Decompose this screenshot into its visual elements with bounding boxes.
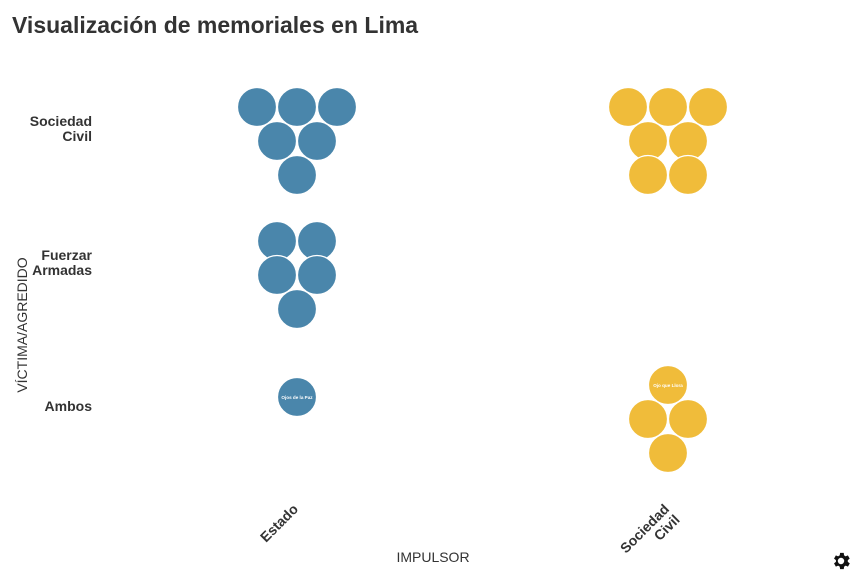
memorial-point-estado-fuerzar-armadas: [276, 288, 318, 330]
memorial-point-estado-sociedad-civil: [296, 120, 338, 162]
memorial-point-estado-fuerzar-armadas: [296, 220, 338, 262]
memorial-point-estado-sociedad-civil: [256, 120, 298, 162]
memorial-point-sociedad-civil-ambos: [647, 364, 689, 406]
memorial-point-estado-sociedad-civil: [316, 86, 358, 128]
gear-icon[interactable]: [830, 550, 852, 572]
y-tick-label-fuerzar-armadas: Fuerzar Armadas: [32, 247, 92, 278]
x-axis-title: IMPULSOR: [396, 549, 469, 565]
memorial-point-sociedad-civil-sociedad-civil: [627, 120, 669, 162]
memorial-point-sociedad-civil-sociedad-civil: [667, 154, 709, 196]
memorial-point-estado-sociedad-civil: [276, 86, 318, 128]
x-tick-label-estado: Estado: [257, 501, 301, 545]
memorial-point-sociedad-civil-sociedad-civil: [687, 86, 729, 128]
x-tick-label-sociedad-civil: SociedadCivil: [617, 501, 683, 567]
memorial-point-sociedad-civil-ambos: [627, 398, 669, 440]
memorial-point-estado-fuerzar-armadas: [296, 254, 338, 296]
memorial-point-sociedad-civil-sociedad-civil: [607, 86, 649, 128]
memorial-point-sociedad-civil-sociedad-civil: [627, 154, 669, 196]
y-tick-label-ambos: Ambos: [45, 398, 93, 414]
memorial-point-sociedad-civil-ambos: [667, 398, 709, 440]
memorial-label: Ojo que Llora: [653, 383, 683, 388]
y-axis-title: VÍCTIMA/AGREDIDO: [14, 257, 30, 392]
memorial-point-sociedad-civil-sociedad-civil: [647, 86, 689, 128]
memorial-point-estado-ambos: [276, 376, 318, 418]
memorial-point-estado-fuerzar-armadas: [256, 220, 298, 262]
memorial-point-sociedad-civil-ambos: [647, 432, 689, 474]
memorial-point-sociedad-civil-sociedad-civil: [667, 120, 709, 162]
memorial-point-estado-fuerzar-armadas: [256, 254, 298, 296]
page-title: Visualización de memoriales en Lima: [12, 12, 419, 38]
y-tick-label-sociedad-civil: Sociedad Civil: [30, 113, 92, 144]
memorial-point-estado-sociedad-civil: [276, 154, 318, 196]
memorial-point-estado-sociedad-civil: [236, 86, 278, 128]
memorial-label: Ojos de la Paz: [281, 395, 313, 400]
